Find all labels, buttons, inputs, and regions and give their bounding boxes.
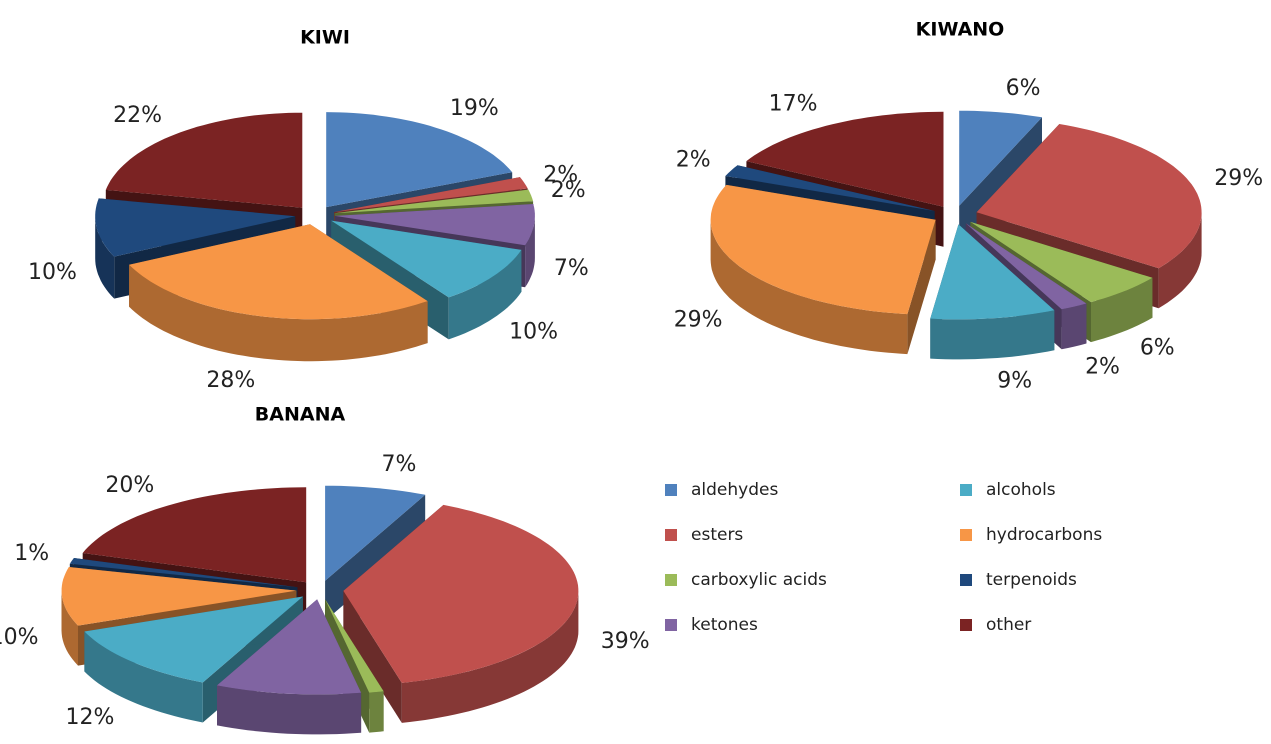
slice-top: [930, 224, 1055, 320]
slice-side: [930, 310, 1055, 360]
slice-side: [1061, 303, 1087, 350]
legend-label: aldehydes: [691, 480, 778, 500]
slice-top: [61, 567, 297, 626]
slice-top: [725, 165, 935, 211]
legend-label: ketones: [691, 615, 758, 635]
slice-side: [448, 249, 522, 340]
legend-label: esters: [691, 525, 743, 545]
value-label: 29%: [1214, 166, 1263, 191]
legend-label: other: [986, 615, 1031, 635]
legend-label: carboxylic acids: [691, 570, 827, 590]
value-label: 6%: [1140, 335, 1175, 360]
value-label: 7%: [554, 256, 589, 281]
value-label: 10%: [509, 319, 558, 344]
legend-swatch: [960, 484, 972, 496]
value-label: 19%: [450, 96, 499, 121]
slice-side: [369, 691, 384, 733]
legend-label: terpenoids: [986, 570, 1077, 590]
value-label: 10%: [28, 260, 77, 285]
slice-top: [95, 198, 296, 257]
legend-swatch: [665, 619, 677, 631]
value-label: 39%: [601, 629, 650, 654]
slice-top: [334, 204, 535, 246]
value-label: 20%: [105, 473, 154, 498]
value-label: 9%: [997, 369, 1032, 394]
slice: [129, 224, 428, 362]
slice-top: [325, 485, 426, 581]
slice-side: [401, 590, 579, 723]
slice-side: [84, 631, 203, 723]
legend-swatch: [665, 574, 677, 586]
legend-swatch: [960, 574, 972, 586]
slice-top: [965, 223, 1087, 310]
slice-wall: [343, 590, 402, 723]
value-label: 2%: [1085, 354, 1120, 379]
legend-swatch: [665, 484, 677, 496]
value-label: 10%: [0, 625, 39, 650]
slice-top: [959, 110, 1042, 206]
slice-side: [217, 685, 362, 735]
value-label: 17%: [769, 92, 818, 117]
chart-title: BANANA: [255, 404, 346, 426]
slice: [930, 224, 1055, 360]
chart-title: KIWI: [300, 27, 350, 49]
value-label: 7%: [382, 452, 417, 477]
slice-top: [326, 112, 513, 208]
chart-title: KIWANO: [916, 19, 1005, 41]
legend-label: alcohols: [986, 480, 1056, 500]
slice-top: [334, 177, 528, 213]
slice-side: [61, 590, 78, 666]
legend-swatch: [960, 529, 972, 541]
slice-side: [1091, 277, 1153, 343]
slice-top: [217, 599, 362, 695]
value-label: 6%: [1006, 76, 1041, 101]
slice-top: [334, 189, 534, 214]
legend-swatch: [960, 619, 972, 631]
slice-top: [970, 221, 1153, 303]
slice: [710, 184, 936, 355]
legend-label: hydrocarbons: [986, 525, 1102, 545]
slice-top: [325, 599, 384, 693]
slice-top: [82, 487, 307, 583]
slice-top: [746, 111, 944, 207]
slice-top: [343, 504, 579, 683]
slice-top: [129, 224, 428, 320]
value-label: 29%: [674, 307, 723, 332]
slice-top: [331, 220, 522, 298]
value-label: 1%: [14, 541, 49, 566]
slice-top: [84, 596, 303, 683]
value-label: 2%: [676, 147, 711, 172]
value-label: 12%: [66, 705, 115, 730]
value-label: 2%: [543, 162, 578, 187]
value-label: 22%: [113, 103, 162, 128]
slice-top: [105, 112, 303, 208]
slice-side: [525, 215, 535, 288]
slice-side: [1158, 212, 1202, 309]
slice: [343, 504, 579, 723]
value-label: 28%: [206, 368, 255, 393]
slice-top: [710, 184, 936, 315]
value-label: 2%: [551, 178, 586, 203]
slice-top: [976, 124, 1202, 269]
slice-side: [129, 264, 428, 362]
slice-side: [710, 219, 908, 355]
slice: [217, 599, 362, 735]
legend-swatch: [665, 529, 677, 541]
slice-top: [69, 558, 298, 588]
